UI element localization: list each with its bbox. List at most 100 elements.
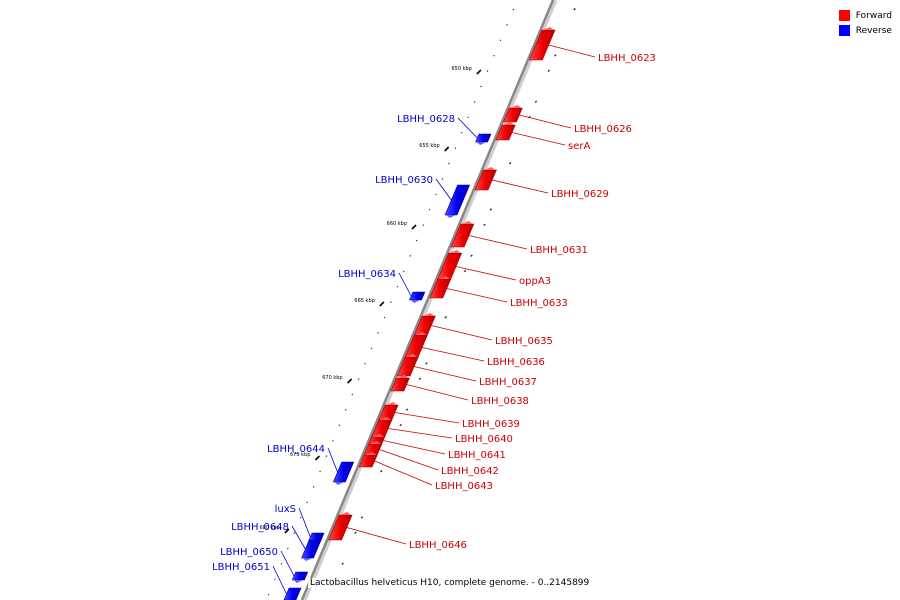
gene-leader-line — [379, 449, 439, 471]
gene-arrowhead — [484, 167, 496, 170]
gene-lbhh-0646[interactable] — [328, 512, 353, 541]
gene-label[interactable]: LBHH_0633 — [510, 298, 568, 309]
gene-lbhh-0637[interactable] — [396, 354, 419, 377]
gene-arrowhead — [476, 142, 487, 145]
gene-leader-line — [374, 460, 433, 486]
minor-tick — [547, 69, 551, 73]
gene-arrowhead — [372, 434, 384, 437]
minor-tick — [319, 470, 321, 473]
gene-label[interactable]: LBHH_0628 — [397, 114, 455, 125]
gene-lbhh-0642[interactable] — [363, 441, 383, 456]
minor-tick — [338, 424, 341, 427]
minor-tick — [573, 8, 576, 11]
gene-block — [283, 587, 302, 600]
gene-label[interactable]: LBHH_0644 — [267, 444, 325, 455]
legend-forward-label: Forward — [855, 10, 892, 21]
forward-swatch — [838, 10, 850, 21]
minor-tick — [344, 409, 347, 411]
scale-tick: 675 kbp — [290, 452, 320, 461]
gene-arrowhead — [302, 558, 313, 561]
gene-layer — [283, 27, 556, 600]
tick-label: 670 kbp — [322, 375, 342, 381]
gene-lbhh-0651[interactable] — [283, 587, 302, 600]
reverse-swatch — [838, 25, 850, 36]
gene-label[interactable]: LBHH_0629 — [551, 189, 609, 200]
gene-leader-line — [327, 447, 338, 473]
gene-label[interactable]: LBHH_0642 — [441, 466, 499, 477]
scale-tick: 650 kbp — [451, 66, 482, 75]
gene-arrowhead — [542, 27, 554, 30]
gene-arrowhead — [365, 452, 377, 455]
gene-lbhh-0638[interactable] — [390, 375, 410, 392]
gene-lbhh-0631[interactable] — [450, 221, 475, 248]
gene-lbhh-0629[interactable] — [474, 167, 497, 191]
minor-tick — [418, 377, 422, 381]
minor-tick — [428, 208, 431, 211]
gene-leader-line — [431, 325, 493, 341]
tick-label: 675 kbp — [290, 452, 310, 458]
gene-lbhh-0643[interactable] — [358, 452, 378, 468]
gene-label[interactable]: LBHH_0630 — [375, 175, 433, 186]
gene-lbhh-0630[interactable] — [444, 184, 471, 218]
gene-label[interactable]: LBHH_0623 — [598, 53, 656, 64]
gene-arrowhead — [503, 122, 515, 125]
gene-leader-line — [511, 132, 566, 146]
gene-label[interactable]: LBHH_0640 — [455, 434, 513, 445]
minor-tick — [534, 100, 538, 103]
minor-tick — [280, 563, 283, 565]
gene-arrowhead — [379, 417, 391, 420]
minor-tick — [454, 147, 457, 149]
gene-leader-line — [280, 550, 295, 577]
gene-lbhh-0650[interactable] — [291, 571, 309, 583]
gene-arrowhead — [423, 313, 435, 316]
minor-tick — [274, 578, 276, 581]
minor-tick — [508, 162, 512, 165]
gene-leader-line — [272, 565, 287, 595]
gene-label[interactable]: oppA3 — [519, 276, 551, 287]
gene-label[interactable]: LBHH_0646 — [409, 540, 467, 551]
gene-label[interactable]: LBHH_0639 — [462, 419, 520, 430]
minor-tick — [409, 255, 412, 257]
gene-arrowhead — [406, 354, 418, 357]
gene-leader-line — [398, 272, 412, 297]
gene-label[interactable]: LBHH_0631 — [530, 245, 588, 256]
gene-label[interactable]: LBHH_0643 — [435, 481, 493, 492]
gene-label[interactable]: LBHH_0636 — [487, 357, 545, 368]
minor-tick — [370, 347, 373, 350]
gene-arrowhead — [461, 221, 473, 224]
gene-lbhh-0628[interactable] — [475, 133, 492, 145]
tick-label: 650 kbp — [451, 66, 471, 72]
gene-label[interactable]: LBHH_0638 — [471, 396, 529, 407]
gene-label[interactable]: LBHH_0650 — [220, 547, 278, 558]
gene-label[interactable]: luxS — [275, 504, 296, 515]
minor-tick — [299, 516, 302, 519]
gene-lbhh-0626[interactable] — [503, 105, 523, 123]
minor-tick — [390, 301, 392, 303]
genome-backbone — [300, 0, 555, 600]
minor-tick — [332, 439, 334, 442]
gene-label[interactable]: LBHH_0641 — [448, 450, 506, 461]
gene-label[interactable]: LBHH_0637 — [479, 377, 537, 388]
gene-lbhh-0633[interactable] — [429, 276, 452, 299]
gene-sera[interactable] — [495, 122, 516, 141]
gene-lbhh-0634[interactable] — [409, 291, 426, 303]
gene-lbhh-0648[interactable] — [301, 539, 322, 561]
gene-label[interactable]: LBHH_0626 — [574, 124, 632, 135]
gene-leader-line — [468, 235, 528, 250]
gene-label[interactable]: LBHH_0651 — [212, 562, 270, 573]
minor-tick — [463, 269, 467, 273]
scale-tick: 680 kbp — [259, 525, 290, 534]
minor-tick — [554, 54, 557, 57]
gene-label[interactable]: LBHH_0648 — [231, 522, 289, 533]
gene-block — [409, 291, 426, 301]
gene-lbhh-0623[interactable] — [528, 27, 556, 61]
gene-label[interactable]: serA — [568, 141, 590, 152]
gene-label[interactable]: LBHH_0635 — [495, 336, 553, 347]
minor-tick — [448, 162, 450, 165]
gene-block — [475, 133, 492, 143]
minor-tick — [435, 193, 437, 196]
minor-tick — [377, 332, 379, 334]
gene-arrowhead — [340, 512, 352, 515]
gene-lbhh-0644[interactable] — [332, 461, 355, 485]
gene-label[interactable]: LBHH_0634 — [338, 269, 396, 280]
